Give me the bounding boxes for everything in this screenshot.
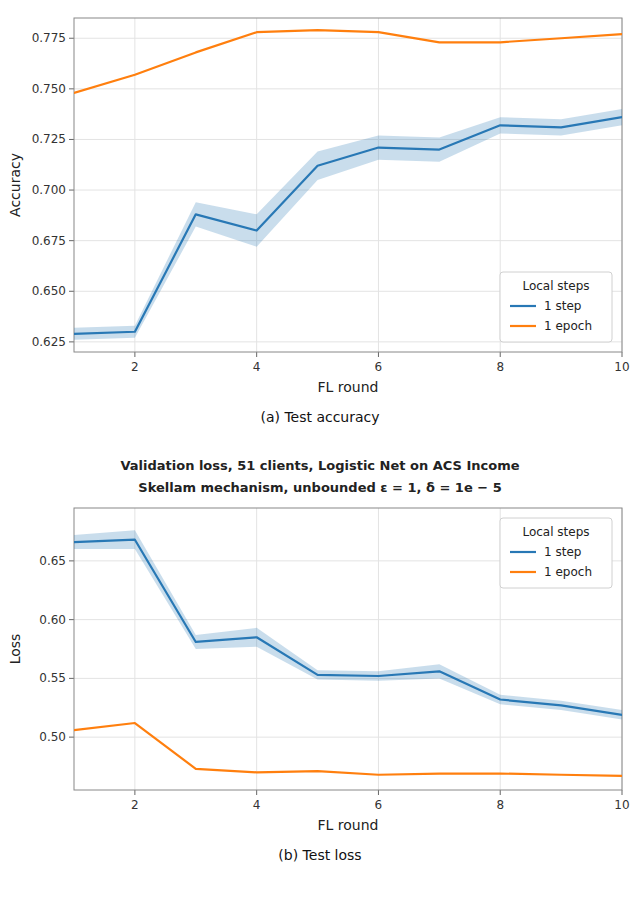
y-tick-label: 0.50 [39, 730, 66, 744]
legend-box [500, 518, 612, 588]
legend-swatch [510, 571, 536, 573]
legend-entry: 1 epoch [544, 319, 592, 333]
plot-frame [74, 18, 622, 352]
y-tick-label: 0.60 [39, 613, 66, 627]
y-tick [69, 341, 74, 342]
x-tick-label: 8 [496, 798, 504, 812]
y-tick [69, 619, 74, 620]
grid-line [74, 88, 622, 89]
x-tick [378, 352, 379, 357]
chart: Validation loss, 51 clients, Logistic Ne… [7, 458, 630, 863]
x-tick [500, 790, 501, 795]
y-tick [69, 38, 74, 39]
legend: Local steps 1 step 1 epoch [500, 518, 612, 588]
grid-line [74, 190, 622, 191]
y-axis-label: Loss [7, 634, 23, 665]
grid-line [74, 240, 622, 241]
y-tick-label: 0.775 [32, 31, 66, 45]
legend-swatch [510, 551, 536, 553]
x-tick-label: 2 [131, 360, 139, 374]
y-tick-label: 0.750 [32, 82, 66, 96]
legend-entry: 1 step [544, 299, 581, 313]
y-tick [69, 678, 74, 679]
grid-line [256, 18, 257, 352]
y-axis-label: Accuracy [7, 153, 23, 217]
x-tick [500, 352, 501, 357]
page: {"chart_data": [ {"type": "line", "capti… [0, 0, 640, 900]
y-tick [69, 291, 74, 292]
figure: 0.625 0.650 0.675 0.700 0.725 0.750 0.775 2 4 6 8 1… [0, 0, 640, 900]
legend-entry: 1 step [544, 545, 581, 559]
grid-line [134, 508, 135, 790]
legend-swatch [510, 325, 536, 327]
legend-entry: 1 epoch [544, 565, 592, 579]
caption: (b) Test loss [278, 847, 361, 863]
y-tick-label: 0.700 [32, 183, 66, 197]
x-tick [622, 790, 623, 795]
y-tick-label: 0.625 [32, 335, 66, 349]
y-tick [69, 88, 74, 89]
caption: (a) Test accuracy [260, 409, 379, 425]
x-tick [256, 790, 257, 795]
legend-title: Local steps [522, 525, 589, 539]
y-tick [69, 737, 74, 738]
title: Validation loss, 51 clients, Logistic Ne… [120, 458, 519, 473]
x-tick-label: 6 [375, 360, 383, 374]
x-tick-label: 6 [375, 798, 383, 812]
y-tick-label: 0.55 [39, 671, 66, 685]
legend-swatch [510, 305, 536, 307]
x-tick [256, 352, 257, 357]
x-axis-label: FL round [318, 817, 379, 833]
grid-line [134, 18, 135, 352]
x-tick [134, 790, 135, 795]
axes: 0.625 0.650 0.675 0.700 0.725 0.750 0.775 2 4 6 8 1… [32, 18, 630, 374]
legend-box [500, 272, 612, 342]
y-tick [69, 139, 74, 140]
y-tick-label: 0.725 [32, 132, 66, 146]
y-tick [69, 560, 74, 561]
x-tick-label: 4 [253, 360, 261, 374]
grid-line [74, 737, 622, 738]
grid-line [74, 619, 622, 620]
x-tick-label: 4 [253, 798, 261, 812]
x-tick-label: 8 [496, 360, 504, 374]
legend-title: Local steps [522, 279, 589, 293]
axes: 0.50 0.55 0.60 0.65 2 4 6 8 10 [39, 508, 629, 812]
legend: Local steps 1 step 1 epoch [500, 272, 612, 342]
plot-area [74, 18, 622, 352]
plot-frame [74, 508, 622, 790]
grid-line [256, 508, 257, 790]
y-tick [69, 190, 74, 191]
x-tick [378, 790, 379, 795]
grid-line [378, 18, 379, 352]
x-axis-label: FL round [318, 379, 379, 395]
x-tick-label: 10 [614, 360, 629, 374]
x-tick-label: 10 [614, 798, 629, 812]
x-tick [134, 352, 135, 357]
subtitle: Skellam mechanism, unbounded ε = 1, δ = … [138, 480, 501, 495]
grid-line [74, 139, 622, 140]
series-line [74, 723, 622, 776]
y-tick-label: 0.65 [39, 554, 66, 568]
y-tick-label: 0.675 [32, 234, 66, 248]
grid-line [378, 508, 379, 790]
chart: 0.625 0.650 0.675 0.700 0.725 0.750 0.775 2 4 6 8 1… [7, 18, 630, 425]
series-line [74, 30, 622, 93]
y-tick [69, 240, 74, 241]
x-tick [622, 352, 623, 357]
y-tick-label: 0.650 [32, 284, 66, 298]
x-tick-label: 2 [131, 798, 139, 812]
plot-area [74, 508, 622, 790]
